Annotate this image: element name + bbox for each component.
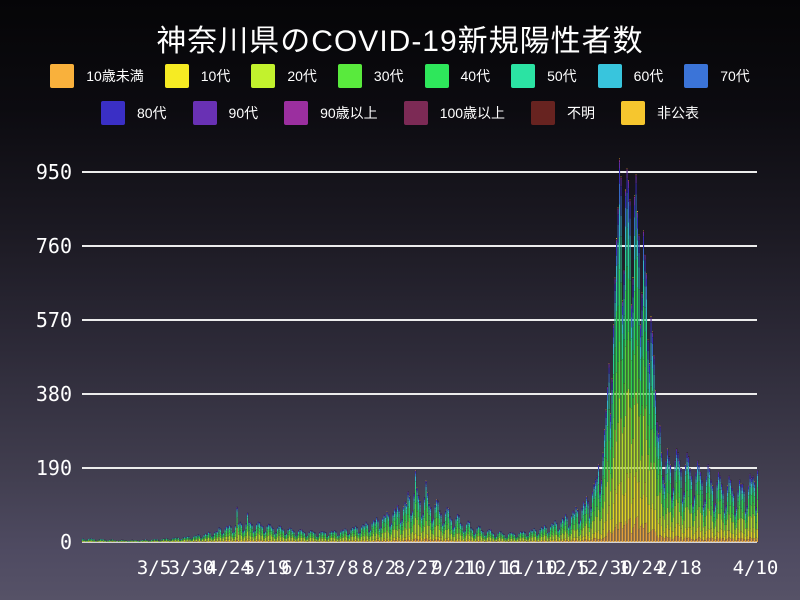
svg-text:6/13: 6/13 bbox=[281, 557, 327, 579]
legend-item: 80代 bbox=[100, 101, 167, 125]
legend-swatch bbox=[621, 101, 646, 125]
svg-text:3/30: 3/30 bbox=[169, 557, 215, 579]
legend-label: 60代 bbox=[633, 68, 664, 84]
legend-label: 90代 bbox=[228, 105, 259, 121]
legend-swatch bbox=[164, 64, 189, 88]
svg-text:7/8: 7/8 bbox=[324, 557, 358, 579]
legend-label: 50代 bbox=[547, 68, 577, 84]
legend-label: 100歳以上 bbox=[439, 105, 506, 121]
legend-item: 20代 bbox=[251, 64, 317, 88]
svg-text:10/16: 10/16 bbox=[463, 557, 520, 579]
svg-text:8/27: 8/27 bbox=[394, 557, 440, 579]
legend-swatch bbox=[251, 64, 276, 88]
svg-text:9/21: 9/21 bbox=[431, 557, 477, 579]
svg-text:570: 570 bbox=[36, 308, 72, 332]
legend-swatch bbox=[100, 101, 125, 125]
legend-swatch bbox=[192, 101, 217, 125]
svg-text:0: 0 bbox=[60, 530, 72, 554]
legend-swatch bbox=[597, 64, 622, 88]
svg-text:5/19: 5/19 bbox=[244, 557, 290, 579]
svg-text:950: 950 bbox=[36, 160, 72, 184]
legend-item: 30代 bbox=[337, 64, 404, 88]
svg-text:11/10: 11/10 bbox=[500, 557, 557, 579]
legend-label: 30代 bbox=[373, 68, 404, 84]
legend-item: 60代 bbox=[597, 64, 664, 88]
svg-text:4/10: 4/10 bbox=[733, 557, 779, 579]
legend-item: 90代 bbox=[192, 101, 259, 125]
legend-swatch bbox=[337, 64, 362, 88]
legend-row-2: 80代 90代 90歳以上 100歳以上 不明 非公表 bbox=[0, 101, 800, 125]
legend-label: 10代 bbox=[200, 68, 231, 84]
legend-item: 50代 bbox=[511, 64, 577, 88]
legend-label: 非公表 bbox=[657, 105, 700, 121]
svg-text:1/24: 1/24 bbox=[619, 557, 665, 579]
legend-item: 10代 bbox=[164, 64, 231, 88]
legend-item: 40代 bbox=[424, 64, 491, 88]
legend-row-1: 10歳未満 10代 20代 30代 40代 50代 60代 70代 bbox=[0, 64, 800, 88]
svg-text:3/5: 3/5 bbox=[137, 557, 171, 579]
legend-label: 90歳以上 bbox=[320, 105, 378, 121]
legend-label: 40代 bbox=[460, 68, 491, 84]
legend-swatch bbox=[403, 101, 428, 125]
legend-item: 10歳未満 bbox=[50, 64, 144, 88]
legend-swatch bbox=[531, 101, 556, 125]
svg-text:8/2: 8/2 bbox=[362, 557, 396, 579]
legend-swatch bbox=[50, 64, 75, 88]
svg-text:2/18: 2/18 bbox=[656, 557, 702, 579]
legend-label: 不明 bbox=[567, 105, 596, 121]
legend-item: 70代 bbox=[684, 64, 750, 88]
svg-text:380: 380 bbox=[36, 382, 72, 406]
legend-item: 非公表 bbox=[621, 101, 699, 125]
legend-swatch bbox=[511, 64, 536, 88]
legend-label: 10歳未満 bbox=[86, 68, 144, 84]
legend-swatch bbox=[284, 101, 309, 125]
x-axis-labels: 3/53/304/245/196/137/8 8/28/279/2110/1611… bbox=[137, 557, 779, 579]
stacked-bars bbox=[81, 158, 759, 543]
legend-item: 100歳以上 bbox=[403, 101, 506, 125]
legend-label: 70代 bbox=[720, 68, 750, 84]
legend-label: 80代 bbox=[136, 105, 167, 121]
svg-text:760: 760 bbox=[36, 234, 72, 258]
legend-swatch bbox=[424, 64, 449, 88]
svg-text:12/30: 12/30 bbox=[575, 557, 632, 579]
svg-text:4/24: 4/24 bbox=[206, 557, 252, 579]
y-axis-labels: 0 190 380 570 760 950 bbox=[36, 160, 72, 554]
chart-title: 神奈川県のCOVID-19新規陽性者数 bbox=[156, 25, 644, 58]
svg-text:190: 190 bbox=[36, 456, 72, 480]
legend-item: 不明 bbox=[531, 101, 595, 125]
svg-text:12/5: 12/5 bbox=[544, 557, 590, 579]
legend-label: 20代 bbox=[287, 68, 317, 84]
legend-swatch bbox=[684, 64, 709, 88]
legend-item: 90歳以上 bbox=[284, 101, 378, 125]
